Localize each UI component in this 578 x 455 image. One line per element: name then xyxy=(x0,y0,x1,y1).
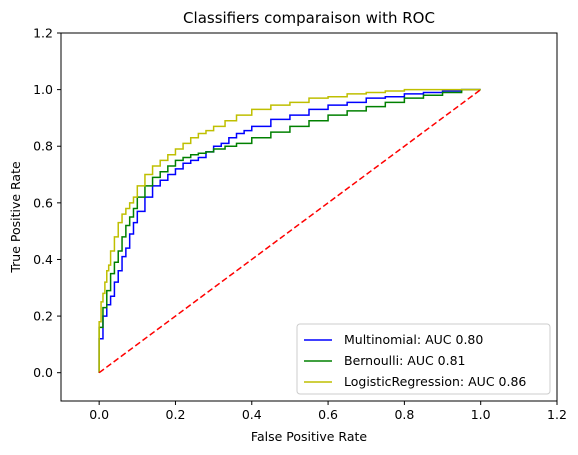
legend-label-logistic-regression: LogisticRegression: AUC 0.86 xyxy=(344,374,526,389)
legend-box xyxy=(296,323,551,395)
x-axis-label: False Positive Rate xyxy=(251,429,367,444)
series-line-chance-diagonal xyxy=(98,89,482,374)
x-tick-label: 0.2 xyxy=(166,407,186,422)
y-tick-label: 0.8 xyxy=(33,139,53,154)
legend-label-multinomial: Multinomial: AUC 0.80 xyxy=(344,332,483,347)
x-tick-label: 0.4 xyxy=(242,407,262,422)
y-tick-label: 0.0 xyxy=(33,365,53,380)
series-line-multinomial xyxy=(98,88,481,373)
y-axis-label: True Positive Rate xyxy=(8,161,23,274)
series-line-logisticregression xyxy=(98,88,481,373)
series-line-bernoulli xyxy=(98,88,481,373)
plot-frame xyxy=(60,32,558,402)
chart-title: Classifiers comparaison with ROC xyxy=(183,9,435,27)
y-tick-label: 0.2 xyxy=(33,309,53,324)
legend-label-bernoulli: Bernoulli: AUC 0.81 xyxy=(344,353,466,368)
y-tick-label: 0.6 xyxy=(33,195,53,210)
x-tick-label: 0.0 xyxy=(89,407,109,422)
tick-layer: 0.0 0.2 0.4 0.6 0.8 1.0 1.2 0.0 0.2 0.4 0.6 0.8 1.0 1… xyxy=(33,26,567,423)
x-tick-label: 0.8 xyxy=(394,407,414,422)
y-tick-label: 1.2 xyxy=(33,26,53,41)
x-tick-label: 1.0 xyxy=(471,407,491,422)
y-tick-label: 0.4 xyxy=(33,252,53,267)
series-layer xyxy=(98,88,482,374)
y-tick-label: 1.0 xyxy=(33,82,53,97)
legend: Multinomial: AUC 0.80 Bernoulli: AUC 0.8… xyxy=(296,323,551,395)
x-tick-label: 0.6 xyxy=(318,407,338,422)
x-tick-label: 1.2 xyxy=(547,407,567,422)
